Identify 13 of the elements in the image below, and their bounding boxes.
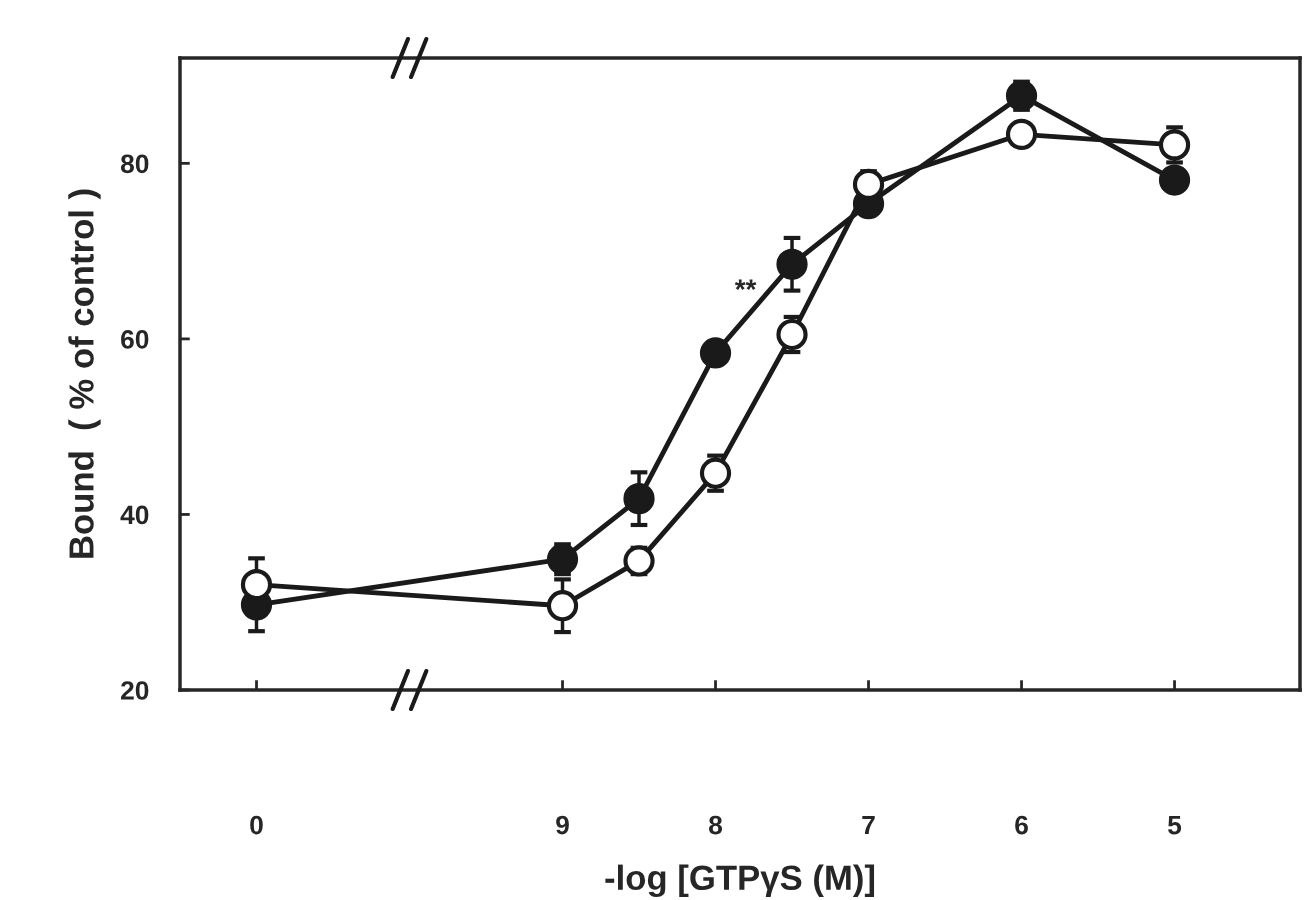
x-tick-label: 6 xyxy=(1015,815,1028,835)
y-tick-label: 20 xyxy=(121,681,149,700)
y-axis-title: Bound ( % of control ) xyxy=(68,189,101,558)
x-tick-label: 0 xyxy=(250,815,263,835)
x-tick-label: 9 xyxy=(556,815,569,835)
x-axis-title: -log [GTPγS (M)] xyxy=(605,864,875,898)
y-tick-label: 60 xyxy=(121,330,149,349)
y-tick-label: 80 xyxy=(120,154,149,174)
x-tick-label: 8 xyxy=(709,815,723,835)
annotation: ** xyxy=(734,279,757,290)
y-tick-label: 40 xyxy=(120,505,149,525)
x-tick-label: 5 xyxy=(1168,815,1182,835)
x-tick-label: 7 xyxy=(862,815,875,835)
